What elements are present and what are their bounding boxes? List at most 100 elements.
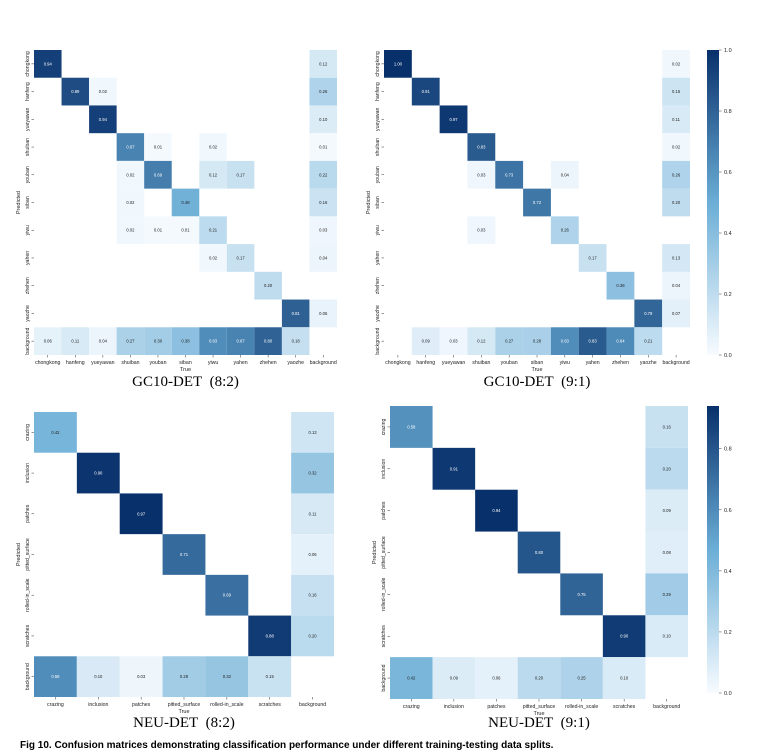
heatmap-cell <box>199 216 227 245</box>
heatmap-cell <box>578 244 607 272</box>
y-tick-label: yaozhe <box>25 305 31 322</box>
heatmap-cell <box>578 327 607 355</box>
cell-value-label: 0.03 <box>477 228 486 233</box>
heatmap-cell <box>226 160 255 189</box>
heatmap-cell <box>309 216 337 245</box>
x-tick-label: yaozhe <box>287 360 304 366</box>
cell-value-label: 0.26 <box>672 172 681 177</box>
x-axis-label: True <box>180 367 191 373</box>
heatmap-cell <box>34 656 77 697</box>
x-tick-label: patches <box>487 704 506 710</box>
x-tick-label: yueyawan <box>442 360 465 366</box>
heatmap-cell <box>76 656 120 697</box>
cell-value-label: 0.28 <box>533 339 542 344</box>
heatmap-cell <box>495 327 524 355</box>
heatmap-cell <box>390 406 433 448</box>
heatmap-cell <box>475 657 518 699</box>
y-tick-label: crazing <box>381 418 387 435</box>
heatmap-cell <box>144 160 172 189</box>
cell-value-label: 0.12 <box>319 61 328 66</box>
cell-value-label: 0.09 <box>422 339 431 344</box>
heatmap-cell <box>226 244 255 272</box>
y-tick-label: scratches <box>25 624 31 647</box>
y-tick-label: yahen <box>25 251 31 265</box>
cell-value-label: 0.58 <box>407 424 416 429</box>
heatmap-cell <box>162 534 206 575</box>
x-tick-label: rolled-in_scale <box>565 704 599 710</box>
cell-value-label: 0.13 <box>672 255 681 260</box>
heatmap-cell <box>560 657 603 699</box>
heatmap-cell <box>662 299 690 328</box>
cell-value-label: 0.02 <box>672 145 681 150</box>
y-tick-label: yueyawan <box>375 108 381 131</box>
cell-value-label: 0.04 <box>672 283 681 288</box>
heatmap-cell <box>645 531 688 574</box>
cell-value-label: 0.04 <box>561 172 570 177</box>
matrix-title: GC10-DET (9:1) <box>484 374 591 390</box>
x-tick-label: hanfeng <box>416 360 435 366</box>
heatmap-cell <box>162 656 206 697</box>
cell-value-label: 0.30 <box>154 339 163 344</box>
cell-value-label: 0.97 <box>449 117 458 122</box>
y-tick-label: rolled-in_scale <box>381 578 387 612</box>
x-tick-label: youban <box>149 360 166 366</box>
colorbar-tick-label: 0.6 <box>724 508 732 514</box>
heatmap-cell <box>171 327 200 355</box>
x-tick-label: shuiban <box>121 360 139 366</box>
heatmap-cell <box>61 327 90 355</box>
cell-value-label: 0.58 <box>51 674 60 679</box>
cell-value-label: 0.26 <box>319 89 328 94</box>
heatmap-cell <box>475 489 518 532</box>
heatmap-cell <box>116 327 145 355</box>
cell-value-label: 0.42 <box>407 676 416 681</box>
colorbar <box>707 50 719 355</box>
cell-value-label: 0.80 <box>535 550 544 555</box>
cell-value-label: 0.17 <box>589 255 598 260</box>
y-tick-label: pitted_surface <box>381 536 387 569</box>
heatmap-cell <box>634 327 663 355</box>
cell-value-label: 0.10 <box>663 634 672 639</box>
y-tick-label: shuiban <box>375 138 381 156</box>
cell-value-label: 0.03 <box>137 674 146 679</box>
cell-value-label: 0.97 <box>137 511 146 516</box>
y-tick-label: background <box>25 327 31 354</box>
heatmap-cell <box>34 50 62 78</box>
heatmap-cell <box>662 188 690 217</box>
heatmap-cell <box>199 133 227 161</box>
y-tick-label: background <box>25 663 31 690</box>
cell-value-label: 0.90 <box>94 471 103 476</box>
heatmap-cell <box>34 412 77 453</box>
x-tick-label: zhehen <box>612 360 629 366</box>
cell-value-label: 0.27 <box>126 339 135 344</box>
x-tick-label: crazing <box>47 702 64 708</box>
heatmap-cell <box>89 327 117 355</box>
cell-value-label: 0.11 <box>309 511 318 516</box>
y-tick-label: chongkong <box>375 51 381 76</box>
cell-value-label: 0.69 <box>154 172 163 177</box>
x-tick-label: scratches <box>613 704 636 710</box>
x-tick-label: siban <box>531 360 544 366</box>
heatmap-cell <box>384 50 412 78</box>
heatmap-cell <box>291 574 334 616</box>
y-tick-label: yahen <box>375 251 381 265</box>
heatmap-cell <box>89 105 117 134</box>
confusion-matrix-4: 0.58 0.16 0.91 0.20 0.94 0.09 0.80 0.08 0.75 0.29… <box>372 406 732 731</box>
x-tick-label: pitted_surface <box>523 704 556 710</box>
cell-value-label: 0.10 <box>319 117 328 122</box>
heatmap-cell <box>309 244 337 272</box>
cell-value-label: 0.38 <box>616 283 625 288</box>
y-tick-label: siban <box>25 196 31 209</box>
cell-value-label: 0.16 <box>319 200 328 205</box>
y-tick-label: hanfeng <box>25 82 31 101</box>
heatmap-cell <box>171 216 200 245</box>
cell-value-label: 0.71 <box>180 552 189 557</box>
cell-value-label: 0.02 <box>126 228 135 233</box>
cell-value-label: 0.02 <box>672 61 681 66</box>
y-tick-label: scratches <box>381 625 387 648</box>
heatmap-cell <box>281 327 310 355</box>
heatmap-cell <box>411 77 440 106</box>
colorbar-tick-label: 0.8 <box>724 109 732 115</box>
heatmap-cell <box>495 160 524 189</box>
cell-value-label: 0.06 <box>492 676 501 681</box>
cell-value-label: 0.94 <box>99 117 108 122</box>
